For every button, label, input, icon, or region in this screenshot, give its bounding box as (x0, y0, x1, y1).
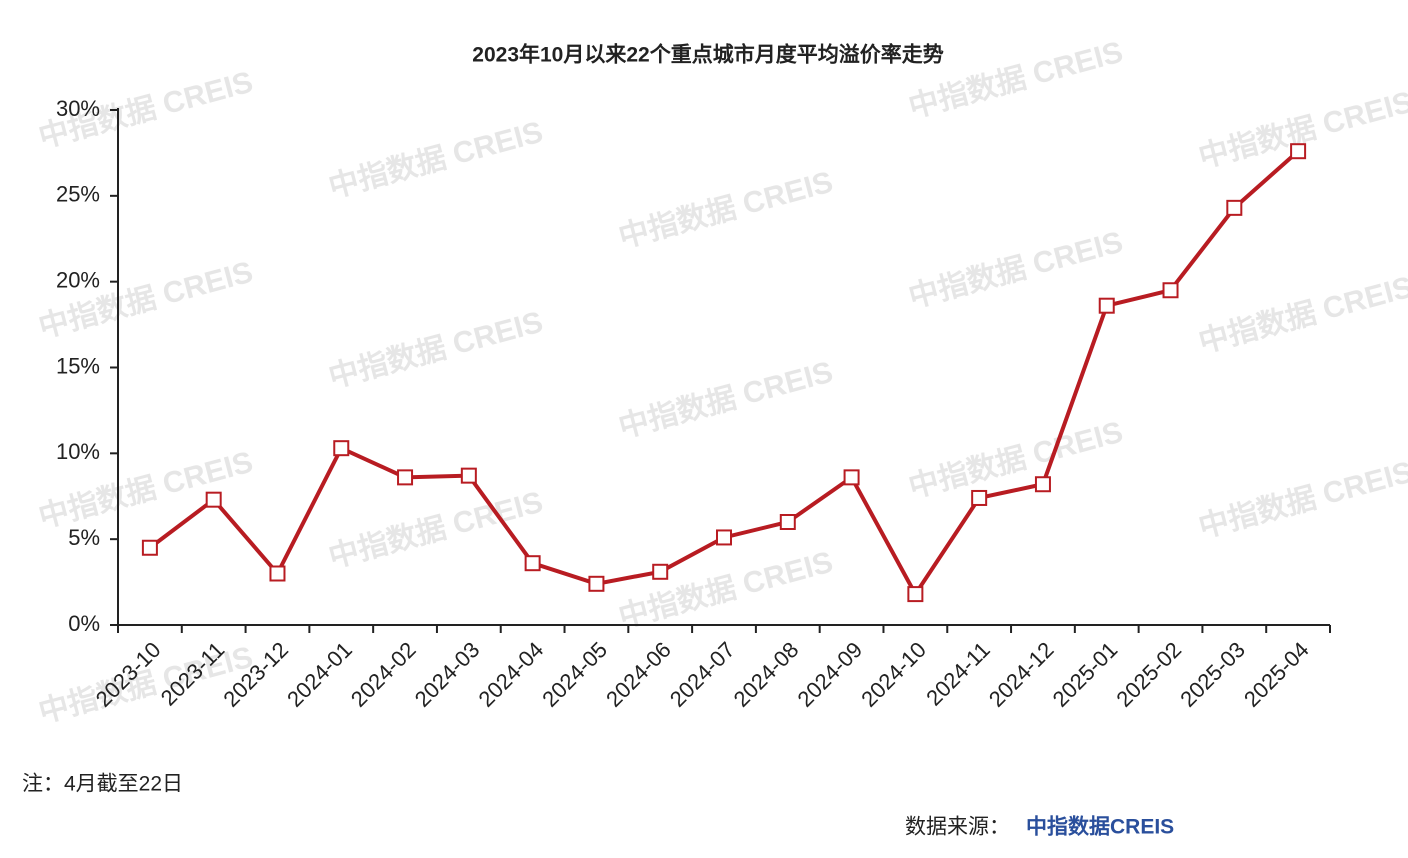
x-tick-label: 2024-12 (984, 637, 1059, 712)
y-tick-label: 10% (56, 439, 100, 464)
marker (907, 586, 924, 603)
watermark: 中指数据 CREIS (905, 226, 1126, 315)
note: 注：4月截至22日 (22, 773, 183, 796)
marker (588, 575, 605, 592)
chart-title: 2023年10月以来22个重点城市月度平均溢价率走势 (472, 43, 943, 67)
marker (1290, 143, 1307, 160)
watermark: 中指数据 CREIS (615, 166, 836, 255)
marker (1098, 297, 1115, 314)
x-tick-label: 2025-01 (1048, 637, 1123, 712)
x-tick-label: 2024-10 (856, 637, 931, 712)
marker (652, 563, 669, 580)
x-tick-label: 2024-03 (410, 637, 485, 712)
marker (460, 467, 477, 484)
marker (333, 440, 350, 457)
watermark: 中指数据 CREIS (1195, 456, 1408, 545)
x-tick-label: 2024-09 (792, 637, 867, 712)
x-tick-label: 2024-11 (921, 637, 995, 711)
marker (1162, 282, 1179, 299)
marker (524, 555, 541, 572)
marker (716, 529, 732, 546)
x-tick-label: 2024-05 (537, 637, 612, 712)
source-name: 中指数据CREIS (1026, 816, 1174, 839)
watermark: 中指数据 CREIS (1195, 271, 1408, 360)
x-tick-label: 2024-06 (601, 637, 676, 712)
x-tick-label: 2024-08 (729, 637, 804, 712)
y-tick-label: 25% (56, 182, 100, 207)
x-tick-label: 2025-02 (1111, 637, 1186, 712)
y-tick-label: 0% (68, 611, 100, 636)
y-tick-label: 5% (68, 525, 100, 550)
y-tick-label: 20% (56, 267, 100, 292)
watermark: 中指数据 CREIS (325, 486, 546, 575)
x-tick-label: 2025-03 (1175, 637, 1250, 712)
marker (1226, 199, 1243, 216)
watermark: 中指数据 CREIS (615, 356, 836, 445)
x-tick-label: 2024-04 (474, 637, 549, 712)
watermark: 中指数据 CREIS (615, 546, 836, 635)
source-label: 数据来源： (905, 816, 1010, 839)
x-tick-label: 2024-07 (665, 637, 740, 712)
watermark: 中指数据 CREIS (325, 116, 546, 205)
x-tick-label: 2024-02 (346, 637, 421, 712)
marker (971, 489, 988, 506)
marker (269, 565, 286, 582)
y-tick-label: 15% (56, 353, 100, 378)
marker (1034, 476, 1051, 493)
marker (141, 539, 158, 556)
marker (205, 491, 222, 508)
marker (843, 469, 860, 486)
y-tick-label: 30% (56, 96, 100, 121)
watermark: 中指数据 CREIS (325, 306, 546, 395)
marker (779, 514, 796, 530)
watermark: 中指数据 CREIS (1195, 86, 1408, 175)
x-tick-label: 2025-04 (1239, 637, 1314, 712)
x-tick-label: 2024-01 (282, 637, 357, 712)
marker (397, 469, 414, 486)
